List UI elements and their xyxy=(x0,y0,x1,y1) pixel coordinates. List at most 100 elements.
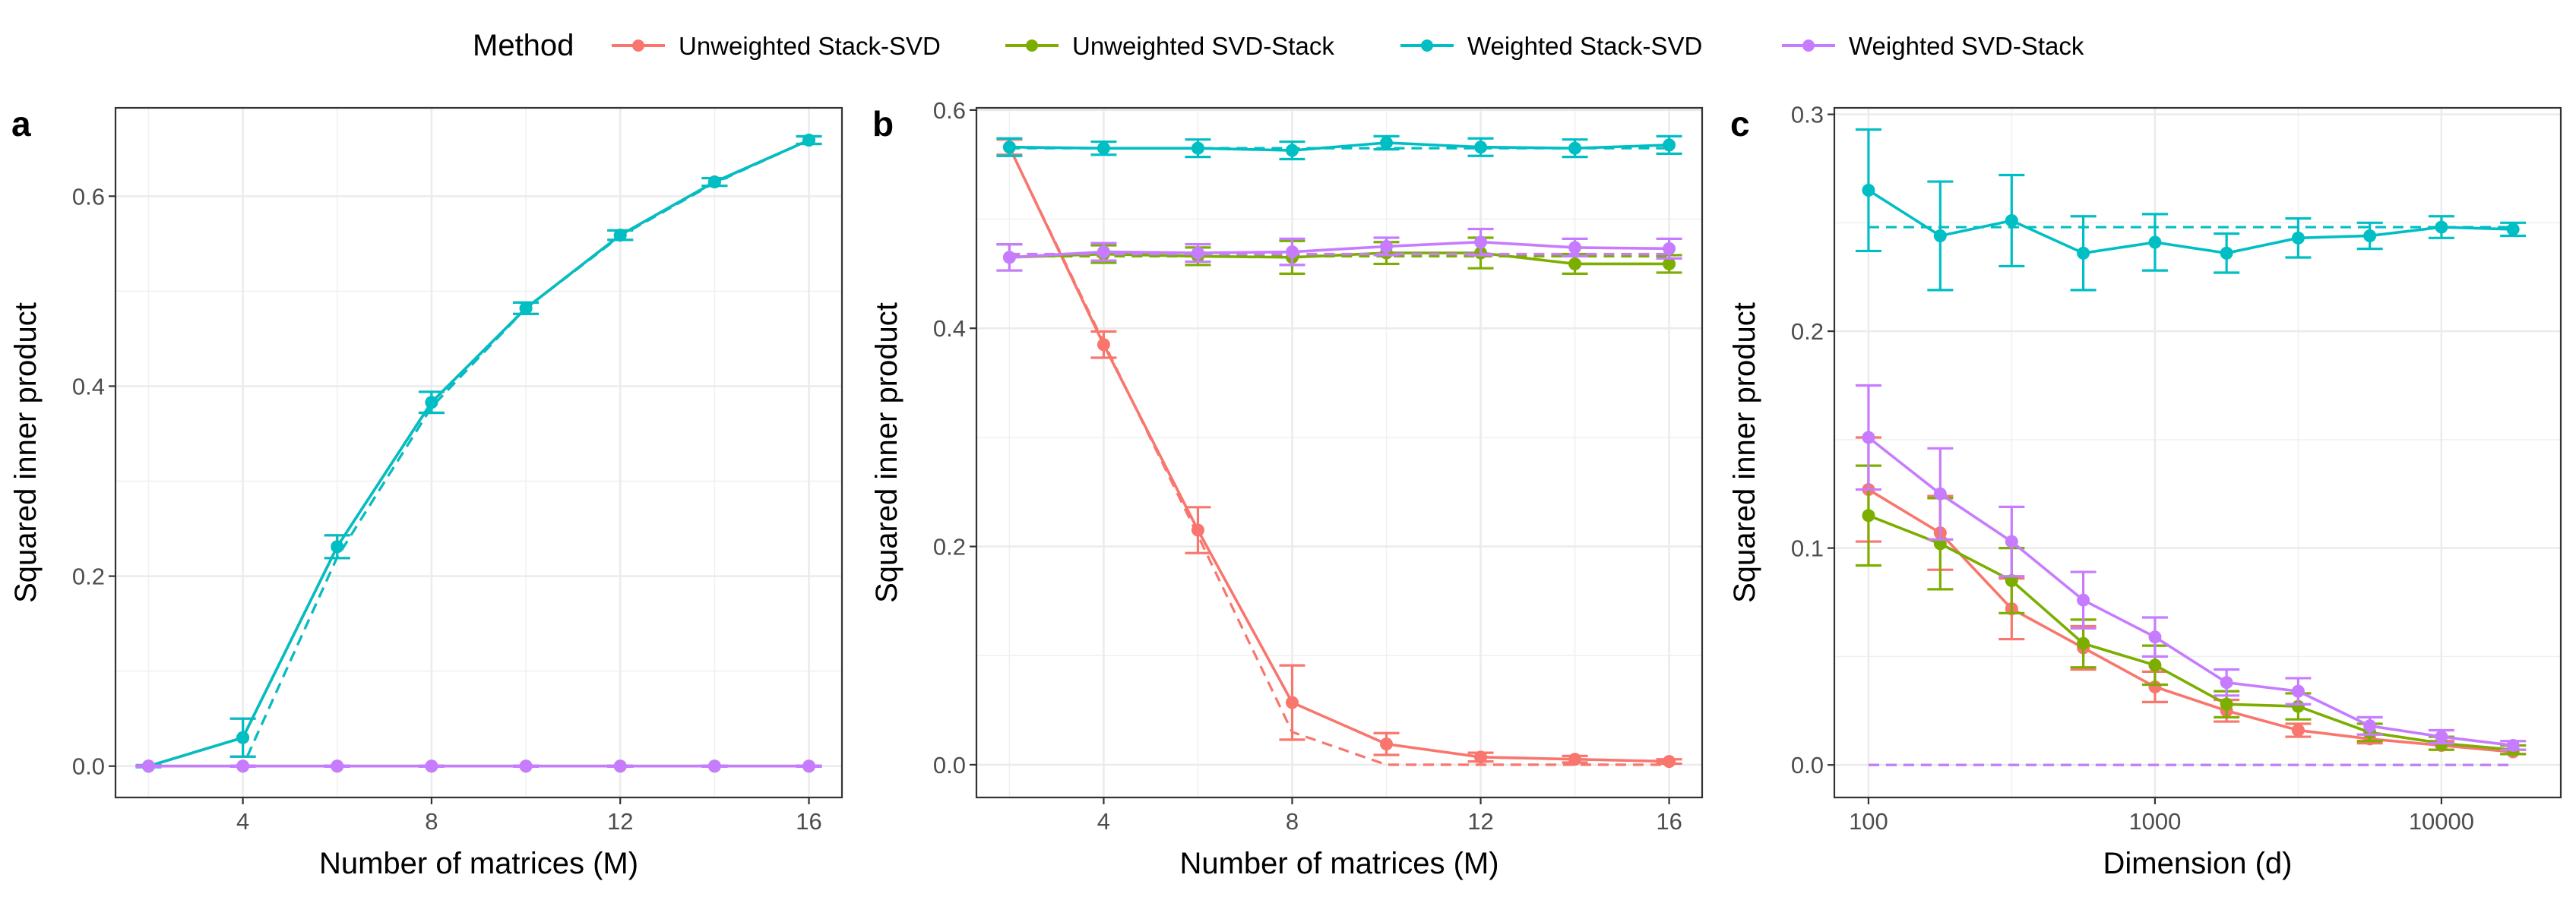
x-tick-label: 8 xyxy=(425,808,438,835)
data-line xyxy=(1009,141,1669,152)
data-point xyxy=(1191,523,1204,537)
legend-entry-weighted-svd-stack: Weighted SVD-Stack xyxy=(1782,32,2084,60)
data-point xyxy=(2363,229,2377,242)
data-point xyxy=(1285,696,1299,709)
y-tick-label: 0.0 xyxy=(933,752,966,778)
data-point xyxy=(1002,141,1016,154)
panel-b: 0.0 0.2 0.4 0.6 4 8 12 16 Number of matrices (M)… xyxy=(870,97,1704,880)
panel-border xyxy=(975,106,1704,799)
y-axis-title: Squared inner product xyxy=(1728,302,1761,603)
series-group xyxy=(996,134,1682,769)
data-point xyxy=(707,759,721,773)
legend-key-point xyxy=(632,39,644,52)
y-tick-label: 0.0 xyxy=(1791,752,1824,778)
legend-label: Unweighted Stack-SVD xyxy=(679,32,941,60)
y-tick-label: 0.6 xyxy=(933,97,966,124)
data-point xyxy=(2435,730,2448,744)
data-point xyxy=(613,229,627,242)
data-line xyxy=(1868,514,2514,751)
data-point xyxy=(2077,636,2090,650)
data-point xyxy=(2077,246,2090,260)
data-point xyxy=(2148,630,2162,644)
data-point xyxy=(1568,141,1582,155)
data-point xyxy=(1663,755,1676,769)
x-axis-title: Number of matrices (M) xyxy=(1179,847,1498,880)
x-tick-label: 4 xyxy=(236,808,249,835)
data-point xyxy=(141,759,155,773)
x-tick-label: 1000 xyxy=(2128,808,2181,835)
panel-border xyxy=(1833,106,2562,799)
series-weighted-stack-svd xyxy=(996,134,1682,161)
x-axis-title: Number of matrices (M) xyxy=(319,847,638,880)
axes: 0.0 0.2 0.4 0.6 4 8 12 16 xyxy=(933,97,1682,835)
y-tick-label: 0.2 xyxy=(933,534,966,561)
data-point xyxy=(2005,535,2018,548)
data-point xyxy=(1097,245,1110,259)
data-point xyxy=(1474,141,1488,154)
data-point xyxy=(1097,338,1110,352)
data-point xyxy=(425,396,438,409)
data-point xyxy=(2220,246,2233,260)
data-point xyxy=(613,759,627,773)
data-point xyxy=(802,759,816,773)
x-tick-label: 4 xyxy=(1097,808,1110,835)
data-point xyxy=(2291,231,2305,245)
data-line xyxy=(1867,436,2514,747)
x-tick-label: 16 xyxy=(1656,808,1682,835)
legend-label: Weighted SVD-Stack xyxy=(1849,32,2084,60)
data-point xyxy=(1380,239,1394,253)
x-tick-label: 12 xyxy=(1467,808,1493,835)
x-tick-label: 8 xyxy=(1286,808,1299,835)
data-point xyxy=(1474,235,1488,249)
data-point xyxy=(2005,213,2018,227)
data-point xyxy=(2363,719,2377,733)
data-point xyxy=(1568,753,1582,766)
y-tick-label: 0.2 xyxy=(72,564,105,590)
panel-label: b xyxy=(872,104,894,144)
series-group xyxy=(135,134,822,773)
y-tick-label: 0.2 xyxy=(1791,318,1824,345)
data-point xyxy=(1002,251,1016,264)
data-point xyxy=(2148,235,2162,249)
y-tick-label: 0.6 xyxy=(72,183,105,210)
legend-title: Method xyxy=(473,29,574,62)
data-point xyxy=(2077,593,2090,607)
data-point xyxy=(1285,144,1299,157)
series-weighted-svd-stack xyxy=(135,759,822,773)
y-axis-title: Squared inner product xyxy=(9,302,43,603)
data-point xyxy=(2506,738,2520,752)
data-point xyxy=(1663,242,1676,255)
data-point xyxy=(802,134,816,147)
axes: 0.0 0.1 0.2 0.3 100 1000 10000 xyxy=(1791,102,2474,835)
data-point xyxy=(1862,431,1875,444)
data-point xyxy=(1663,138,1676,152)
data-point xyxy=(1663,257,1676,270)
data-point xyxy=(519,759,533,773)
legend-entry-unweighted-svd-stack: Unweighted SVD-Stack xyxy=(1005,32,1334,60)
data-line xyxy=(1868,488,2514,753)
data-point xyxy=(1862,509,1875,523)
data-point xyxy=(2220,697,2233,711)
panel-label: a xyxy=(11,104,31,144)
x-tick-label: 12 xyxy=(607,808,633,835)
plot-background xyxy=(976,108,1702,797)
x-tick-label: 100 xyxy=(1849,808,1888,835)
series-group xyxy=(1855,128,2527,766)
y-tick-label: 0.0 xyxy=(72,753,105,780)
data-point xyxy=(519,302,533,315)
legend-label: Unweighted SVD-Stack xyxy=(1072,32,1334,60)
legend-key-point xyxy=(1421,39,1433,52)
data-point xyxy=(2291,684,2305,698)
data-point xyxy=(236,759,250,773)
x-tick-label: 10000 xyxy=(2409,808,2474,835)
y-tick-label: 0.4 xyxy=(933,315,966,342)
panel-label: c xyxy=(1730,104,1750,144)
legend-entry-unweighted-stack-svd: Unweighted Stack-SVD xyxy=(612,32,941,60)
y-tick-label: 0.1 xyxy=(1791,535,1824,562)
data-point xyxy=(2435,220,2448,234)
data-point xyxy=(331,759,344,773)
legend-entry-weighted-stack-svd: Weighted Stack-SVD xyxy=(1400,32,1702,60)
data-point xyxy=(1191,141,1204,155)
series-weighted-svd-stack xyxy=(1855,384,2527,766)
data-point xyxy=(1097,141,1110,155)
